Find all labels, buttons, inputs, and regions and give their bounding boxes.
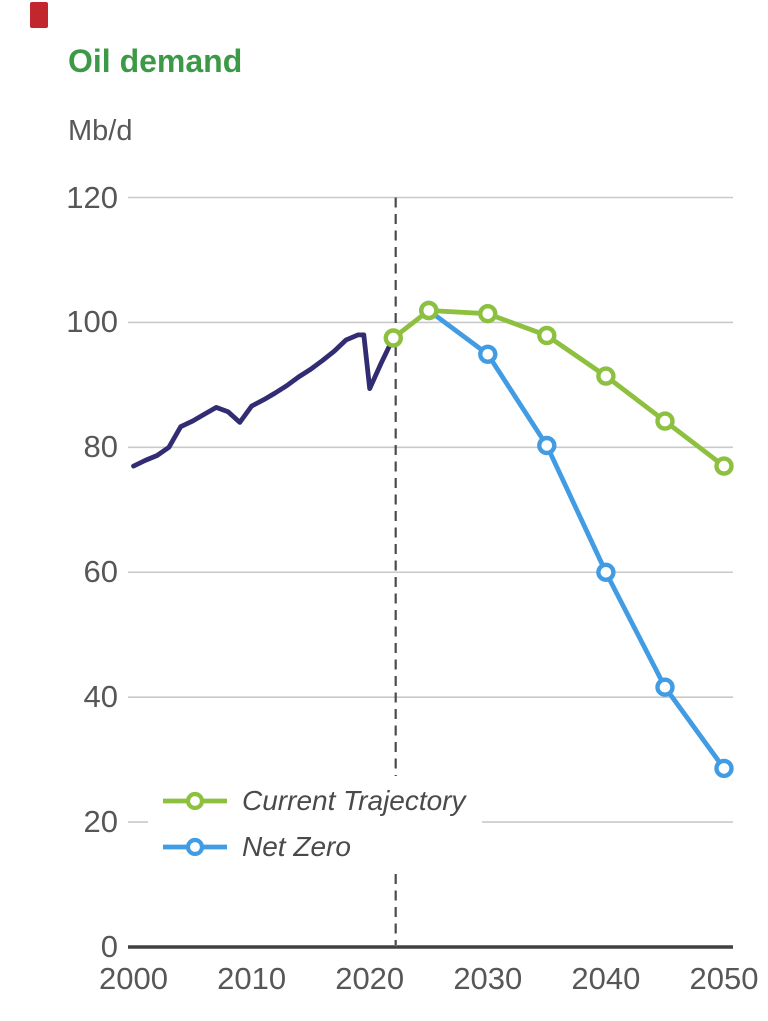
x-axis-tick-label-2050: 2050 (689, 961, 759, 996)
current-trajectory-line-marker-icon (163, 791, 227, 811)
data-point-current-trajectory-2045 (655, 411, 675, 431)
x-axis-tick-label-2020: 2020 (335, 961, 405, 996)
data-point-current-trajectory-2022 (383, 328, 403, 348)
x-axis-tick-label-2000: 2000 (99, 961, 168, 996)
data-point-current-trajectory-2030 (478, 304, 498, 324)
series-line-net-zero (426, 308, 727, 771)
y-axis-unit-label: Mb/d (68, 115, 133, 147)
x-axis-tick-label-2010: 2010 (217, 961, 287, 996)
legend-label-net-zero: Net Zero (242, 831, 351, 862)
data-point-net-zero-2030 (478, 344, 498, 364)
x-axis-tick-label-2040: 2040 (571, 961, 641, 996)
y-axis-tick-label-100: 100 (66, 304, 118, 340)
data-point-current-trajectory-2050 (714, 456, 734, 476)
series-line-current-trajectory (390, 308, 727, 469)
y-axis-tick-label-20: 20 (83, 804, 118, 840)
data-point-current-trajectory-2035 (537, 325, 557, 346)
y-axis-tick-label-40: 40 (83, 679, 118, 715)
y-axis-tick-label-60: 60 (83, 554, 118, 590)
data-point-current-trajectory-2025 (419, 300, 439, 321)
chart-legend: Current Trajectory Net Zero (148, 776, 482, 874)
series-line-history (131, 332, 396, 469)
data-point-current-trajectory-2040 (596, 366, 616, 386)
data-point-net-zero-2040 (596, 562, 616, 582)
y-axis-tick-label-0: 0 (100, 929, 118, 964)
legend-item-net-zero: Net Zero (160, 824, 466, 870)
y-axis-tick-label-80: 80 (83, 429, 118, 465)
legend-label-current-trajectory: Current Trajectory (242, 785, 466, 816)
red-marker (30, 2, 48, 28)
data-point-net-zero-2050 (714, 758, 734, 779)
y-axis-tick-label-120: 120 (66, 179, 118, 215)
x-axis-tick-label-2030: 2030 (453, 961, 523, 996)
net-zero-line-marker-icon (163, 837, 227, 857)
chart-title: Oil demand (68, 43, 243, 79)
data-point-net-zero-2045 (655, 677, 675, 697)
data-point-net-zero-2035 (537, 435, 557, 456)
legend-item-current-trajectory: Current Trajectory (160, 778, 466, 824)
